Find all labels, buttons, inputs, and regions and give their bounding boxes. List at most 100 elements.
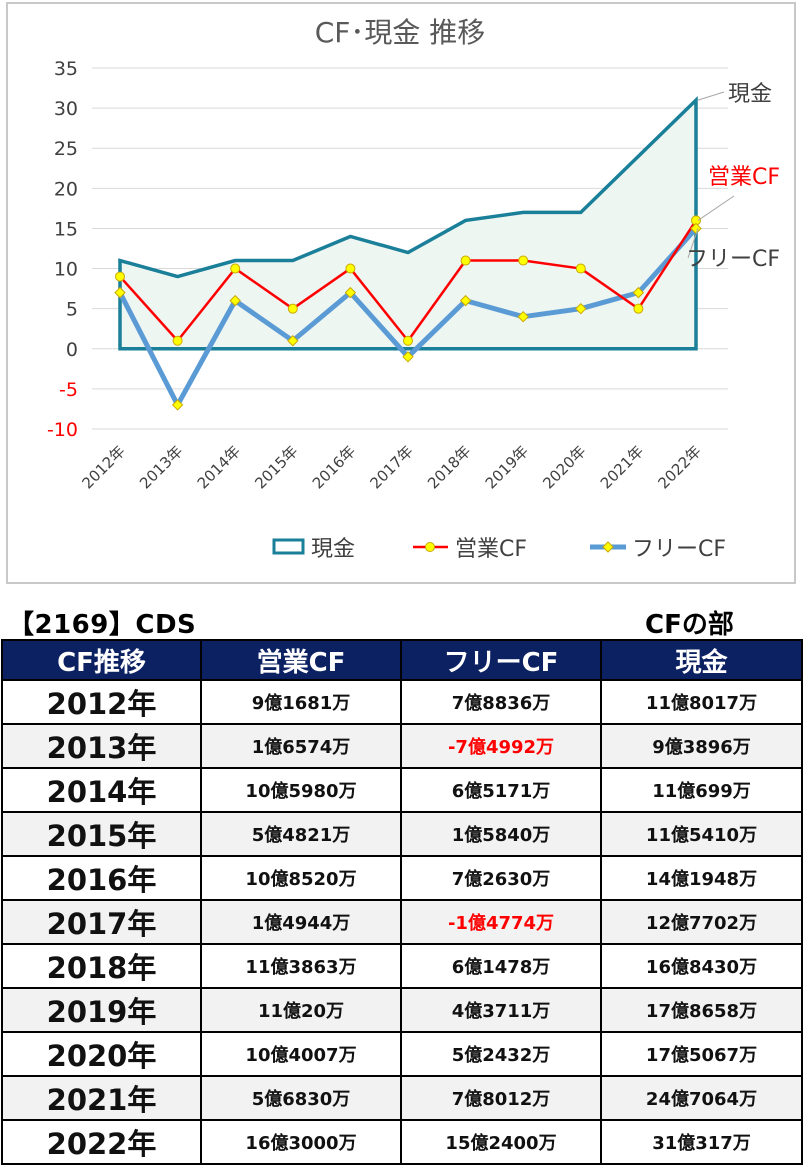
y-tick-label: 10 — [54, 259, 78, 281]
free-cf-point — [229, 294, 241, 307]
free-cf-point — [402, 351, 414, 363]
operating-cf-point — [230, 263, 241, 274]
y-tick-label: 30 — [54, 98, 78, 120]
end-label: 現金 — [728, 82, 772, 107]
cash-cell: 11億699万 — [600, 767, 803, 813]
operating-cf-point — [115, 271, 125, 282]
table-row: 2016年 10億8520万 7億2630万 14億1948万 — [1, 855, 803, 901]
cash-cell: 11億8017万 — [600, 679, 803, 725]
x-tick-label: 2015年 — [251, 442, 301, 492]
end-label: フリーCF — [686, 247, 780, 272]
year-cell: 2020年 — [1, 1031, 202, 1077]
x-tick-label: 2022年 — [654, 442, 704, 492]
x-tick-label: 2014年 — [194, 442, 244, 492]
y-tick-label: 15 — [54, 218, 78, 240]
year-cell: 2015年 — [1, 811, 202, 857]
operating-cf-cell: 9億1681万 — [200, 679, 402, 725]
legend-operating-cf-label: 営業CF — [455, 537, 527, 562]
cash-cell: 11億5410万 — [600, 811, 803, 857]
header-cf-trend: CF推移 — [1, 639, 202, 681]
cash-cell: 14億1948万 — [600, 855, 803, 901]
y-tick-label: 5 — [66, 299, 78, 321]
table-row: 2018年 11億3863万 6億1478万 16億8430万 — [1, 943, 803, 989]
cash-cell: 9億3896万 — [600, 723, 803, 769]
legend-free-cf-label: フリーCF — [632, 537, 726, 562]
x-tick-label: 2019年 — [482, 442, 532, 492]
free-cf-point — [575, 302, 587, 315]
x-tick-label: 2018年 — [424, 442, 474, 492]
cash-cell: 24億7064万 — [600, 1075, 803, 1121]
operating-cf-point — [633, 303, 644, 314]
table-row: 2015年 5億4821万 1億5840万 11億5410万 — [1, 811, 803, 857]
legend-free-cf-marker — [602, 541, 614, 553]
operating-cf-point — [460, 255, 471, 266]
operating-cf-cell: 11億20万 — [200, 987, 402, 1033]
leader-line — [697, 91, 725, 101]
x-tick-label: 2012年 — [78, 442, 128, 492]
free-cf-point — [517, 310, 529, 323]
y-tick-label: 35 — [54, 58, 78, 80]
cash-cell: 17億8658万 — [600, 987, 803, 1033]
operating-cf-cell: 1億6574万 — [200, 723, 402, 769]
cash-cell: 16億8430万 — [600, 943, 803, 989]
legend-cash-label: 現金 — [311, 537, 355, 562]
y-tick-label: 0 — [66, 339, 78, 361]
operating-cf-cell: 11億3863万 — [200, 943, 402, 989]
table-row: 2021年 5億6830万 7億8012万 24億7064万 — [1, 1075, 803, 1121]
header-free-cf: フリーCF — [400, 639, 602, 681]
table-header-row: CF推移 営業CF フリーCF 現金 — [1, 639, 803, 681]
year-cell: 2012年 — [1, 679, 202, 725]
free-cf-cell: -1億4774万 — [400, 899, 602, 945]
free-cf-cell: 4億3711万 — [400, 987, 602, 1033]
operating-cf-point — [403, 335, 413, 346]
operating-cf-point — [287, 303, 298, 314]
free-cf-cell: 7億2630万 — [400, 855, 602, 901]
free-cf-point — [459, 294, 472, 307]
free-cf-cell: 6億5171万 — [400, 767, 602, 813]
cash-cell: 17億5067万 — [600, 1031, 803, 1077]
free-cf-cell: 1億5840万 — [400, 811, 602, 857]
operating-cf-cell: 5億6830万 — [200, 1075, 402, 1121]
cash-cell: 31億317万 — [600, 1119, 803, 1165]
table-row: 2012年 9億1681万 7億8836万 11億8017万 — [1, 679, 803, 725]
year-cell: 2017年 — [1, 899, 202, 945]
operating-cf-cell: 10億5980万 — [200, 767, 402, 813]
year-cell: 2014年 — [1, 767, 202, 813]
operating-cf-point — [172, 335, 183, 346]
leader-line — [687, 228, 699, 259]
operating-cf-cell: 1億4944万 — [200, 899, 402, 945]
operating-cf-cell: 5億4821万 — [200, 811, 402, 857]
cash-cell: 12億7702万 — [600, 899, 803, 945]
header-operating-cf: 営業CF — [200, 639, 402, 681]
x-tick-label: 2017年 — [366, 442, 416, 492]
y-tick-label: -5 — [59, 379, 78, 401]
x-tick-label: 2020年 — [539, 442, 589, 492]
y-tick-label: 20 — [54, 178, 78, 200]
operating-cf-cell: 10億8520万 — [200, 855, 402, 901]
free-cf-point — [632, 286, 645, 299]
year-cell: 2013年 — [1, 723, 202, 769]
operating-cf-point — [518, 255, 529, 266]
x-tick-label: 2016年 — [309, 442, 359, 492]
end-label: 営業CF — [708, 165, 780, 190]
cf-table: CF推移 営業CF フリーCF 現金 2012年 9億1681万 7億8836万 11… — [1, 639, 803, 1165]
free-cf-point — [171, 399, 184, 411]
chart-frame: CF･現金 推移 35 30 25 20 15 10 5 0 -5 -10 2012年 2013年 201… — [6, 2, 796, 584]
free-cf-cell: 7億8836万 — [400, 679, 602, 725]
operating-cf-cell: 10億4007万 — [200, 1031, 402, 1077]
leader-line — [697, 195, 735, 221]
free-cf-cell: 7億8012万 — [400, 1075, 602, 1121]
table-row: 2019年 11億20万 4億3711万 17億8658万 — [1, 987, 803, 1033]
y-tick-label: 25 — [54, 138, 78, 160]
table-row: 2017年 1億4944万 -1億4774万 12億7702万 — [1, 899, 803, 945]
year-cell: 2021年 — [1, 1075, 202, 1121]
free-cf-cell: 15億2400万 — [400, 1119, 602, 1165]
year-cell: 2019年 — [1, 987, 202, 1033]
y-tick-label: -10 — [47, 419, 78, 441]
free-cf-point — [114, 286, 126, 299]
table-row: 2020年 10億4007万 5億2432万 17億5067万 — [1, 1031, 803, 1077]
operating-cf-point — [345, 263, 356, 274]
x-tick-label: 2021年 — [597, 442, 647, 492]
free-cf-cell: 5億2432万 — [400, 1031, 602, 1077]
